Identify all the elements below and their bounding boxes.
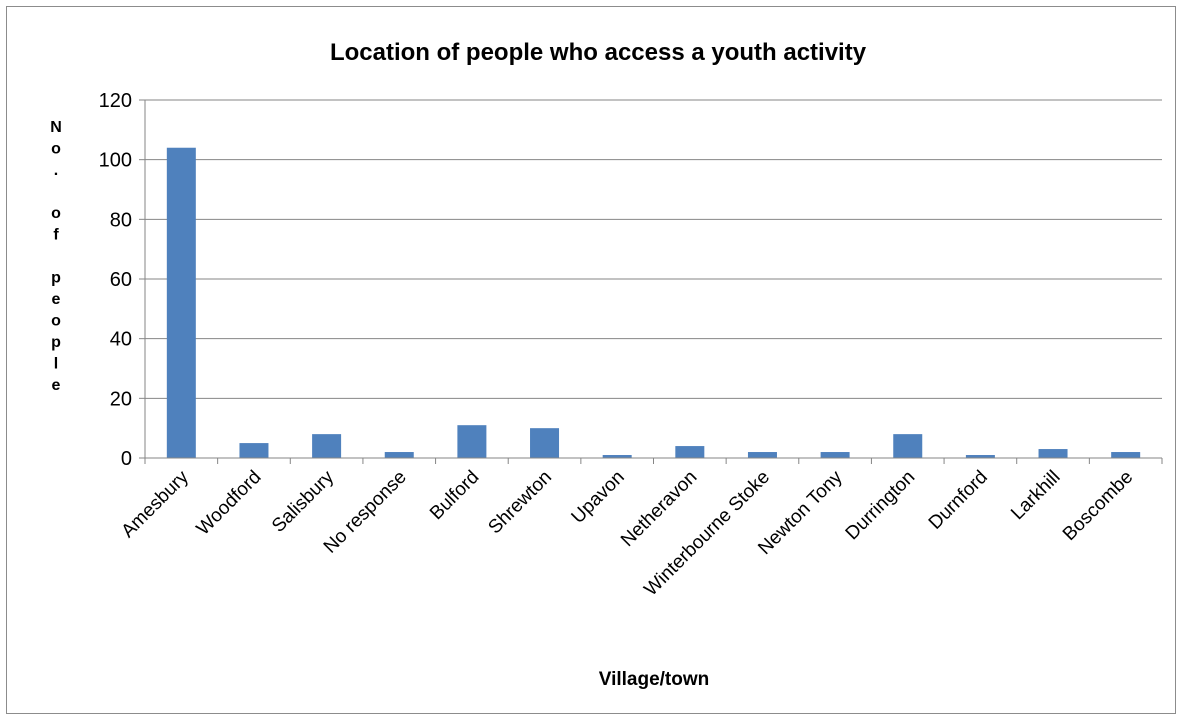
x-axis-label: Village/town [599, 669, 710, 690]
y-tick-label: 100 [99, 150, 132, 172]
x-tick-label: Salisbury [268, 466, 338, 536]
x-tick-label: Woodford [193, 467, 266, 540]
gridlines [145, 99, 1162, 399]
bar-boscombe [1111, 452, 1141, 458]
y-tick-label: 40 [110, 329, 132, 351]
x-tick-label: Bulford [426, 467, 483, 524]
x-tick-label: Durnford [925, 467, 992, 534]
y-axis-label-char: p [51, 270, 61, 287]
bar-shrewton [530, 428, 560, 458]
y-tick-label: 0 [121, 448, 132, 470]
x-tick-label: Durrington [842, 467, 920, 545]
y-axis-label-char: N [50, 119, 62, 136]
bar-upavon [602, 455, 632, 458]
bar-durnford [965, 455, 995, 458]
x-tick-label: Shrewton [484, 467, 556, 539]
y-axis-label-char: p [51, 334, 61, 351]
x-tick-label: Boscombe [1059, 467, 1137, 545]
y-axis-label-char: l [54, 356, 58, 373]
x-tick-label: Larkhill [1007, 467, 1064, 524]
bar-netheravon [675, 446, 705, 458]
y-tick-label: 60 [110, 269, 132, 291]
y-tick-labels: 0 20 40 60 80 100 120 [99, 90, 132, 470]
axes [139, 99, 1163, 464]
x-tick-label: Amesbury [118, 466, 194, 542]
x-tick-label: Winterbourne Stoke [640, 467, 774, 601]
y-tick-label: 20 [110, 388, 132, 410]
bar-winterbourne-stoke [747, 452, 777, 458]
chart-title: Location of people who access a youth ac… [330, 39, 867, 66]
bar-larkhill [1038, 449, 1068, 458]
y-tick-label: 120 [99, 90, 132, 112]
y-axis-label-char: . [54, 162, 58, 179]
y-tick-label: 80 [110, 209, 132, 231]
y-axis-label-char: e [52, 377, 61, 394]
bar-durrington [893, 434, 923, 458]
bars [166, 147, 1141, 458]
y-axis-label-char: o [51, 141, 61, 158]
y-axis-label-char: o [51, 205, 61, 222]
y-axis-label-char: e [52, 291, 61, 308]
y-axis-label-char: o [51, 313, 61, 330]
y-axis-label-char: f [53, 227, 59, 244]
bar-woodford [239, 443, 269, 458]
bar-newton-tony [820, 452, 850, 458]
x-tick-label: Upavon [568, 467, 629, 528]
bar-bulford [457, 425, 487, 458]
y-axis-label: No. of people [50, 119, 62, 394]
bar-no-response [384, 452, 414, 458]
bar-salisbury [312, 434, 342, 458]
chart-frame [6, 6, 1176, 714]
bar-amesbury [166, 147, 196, 458]
